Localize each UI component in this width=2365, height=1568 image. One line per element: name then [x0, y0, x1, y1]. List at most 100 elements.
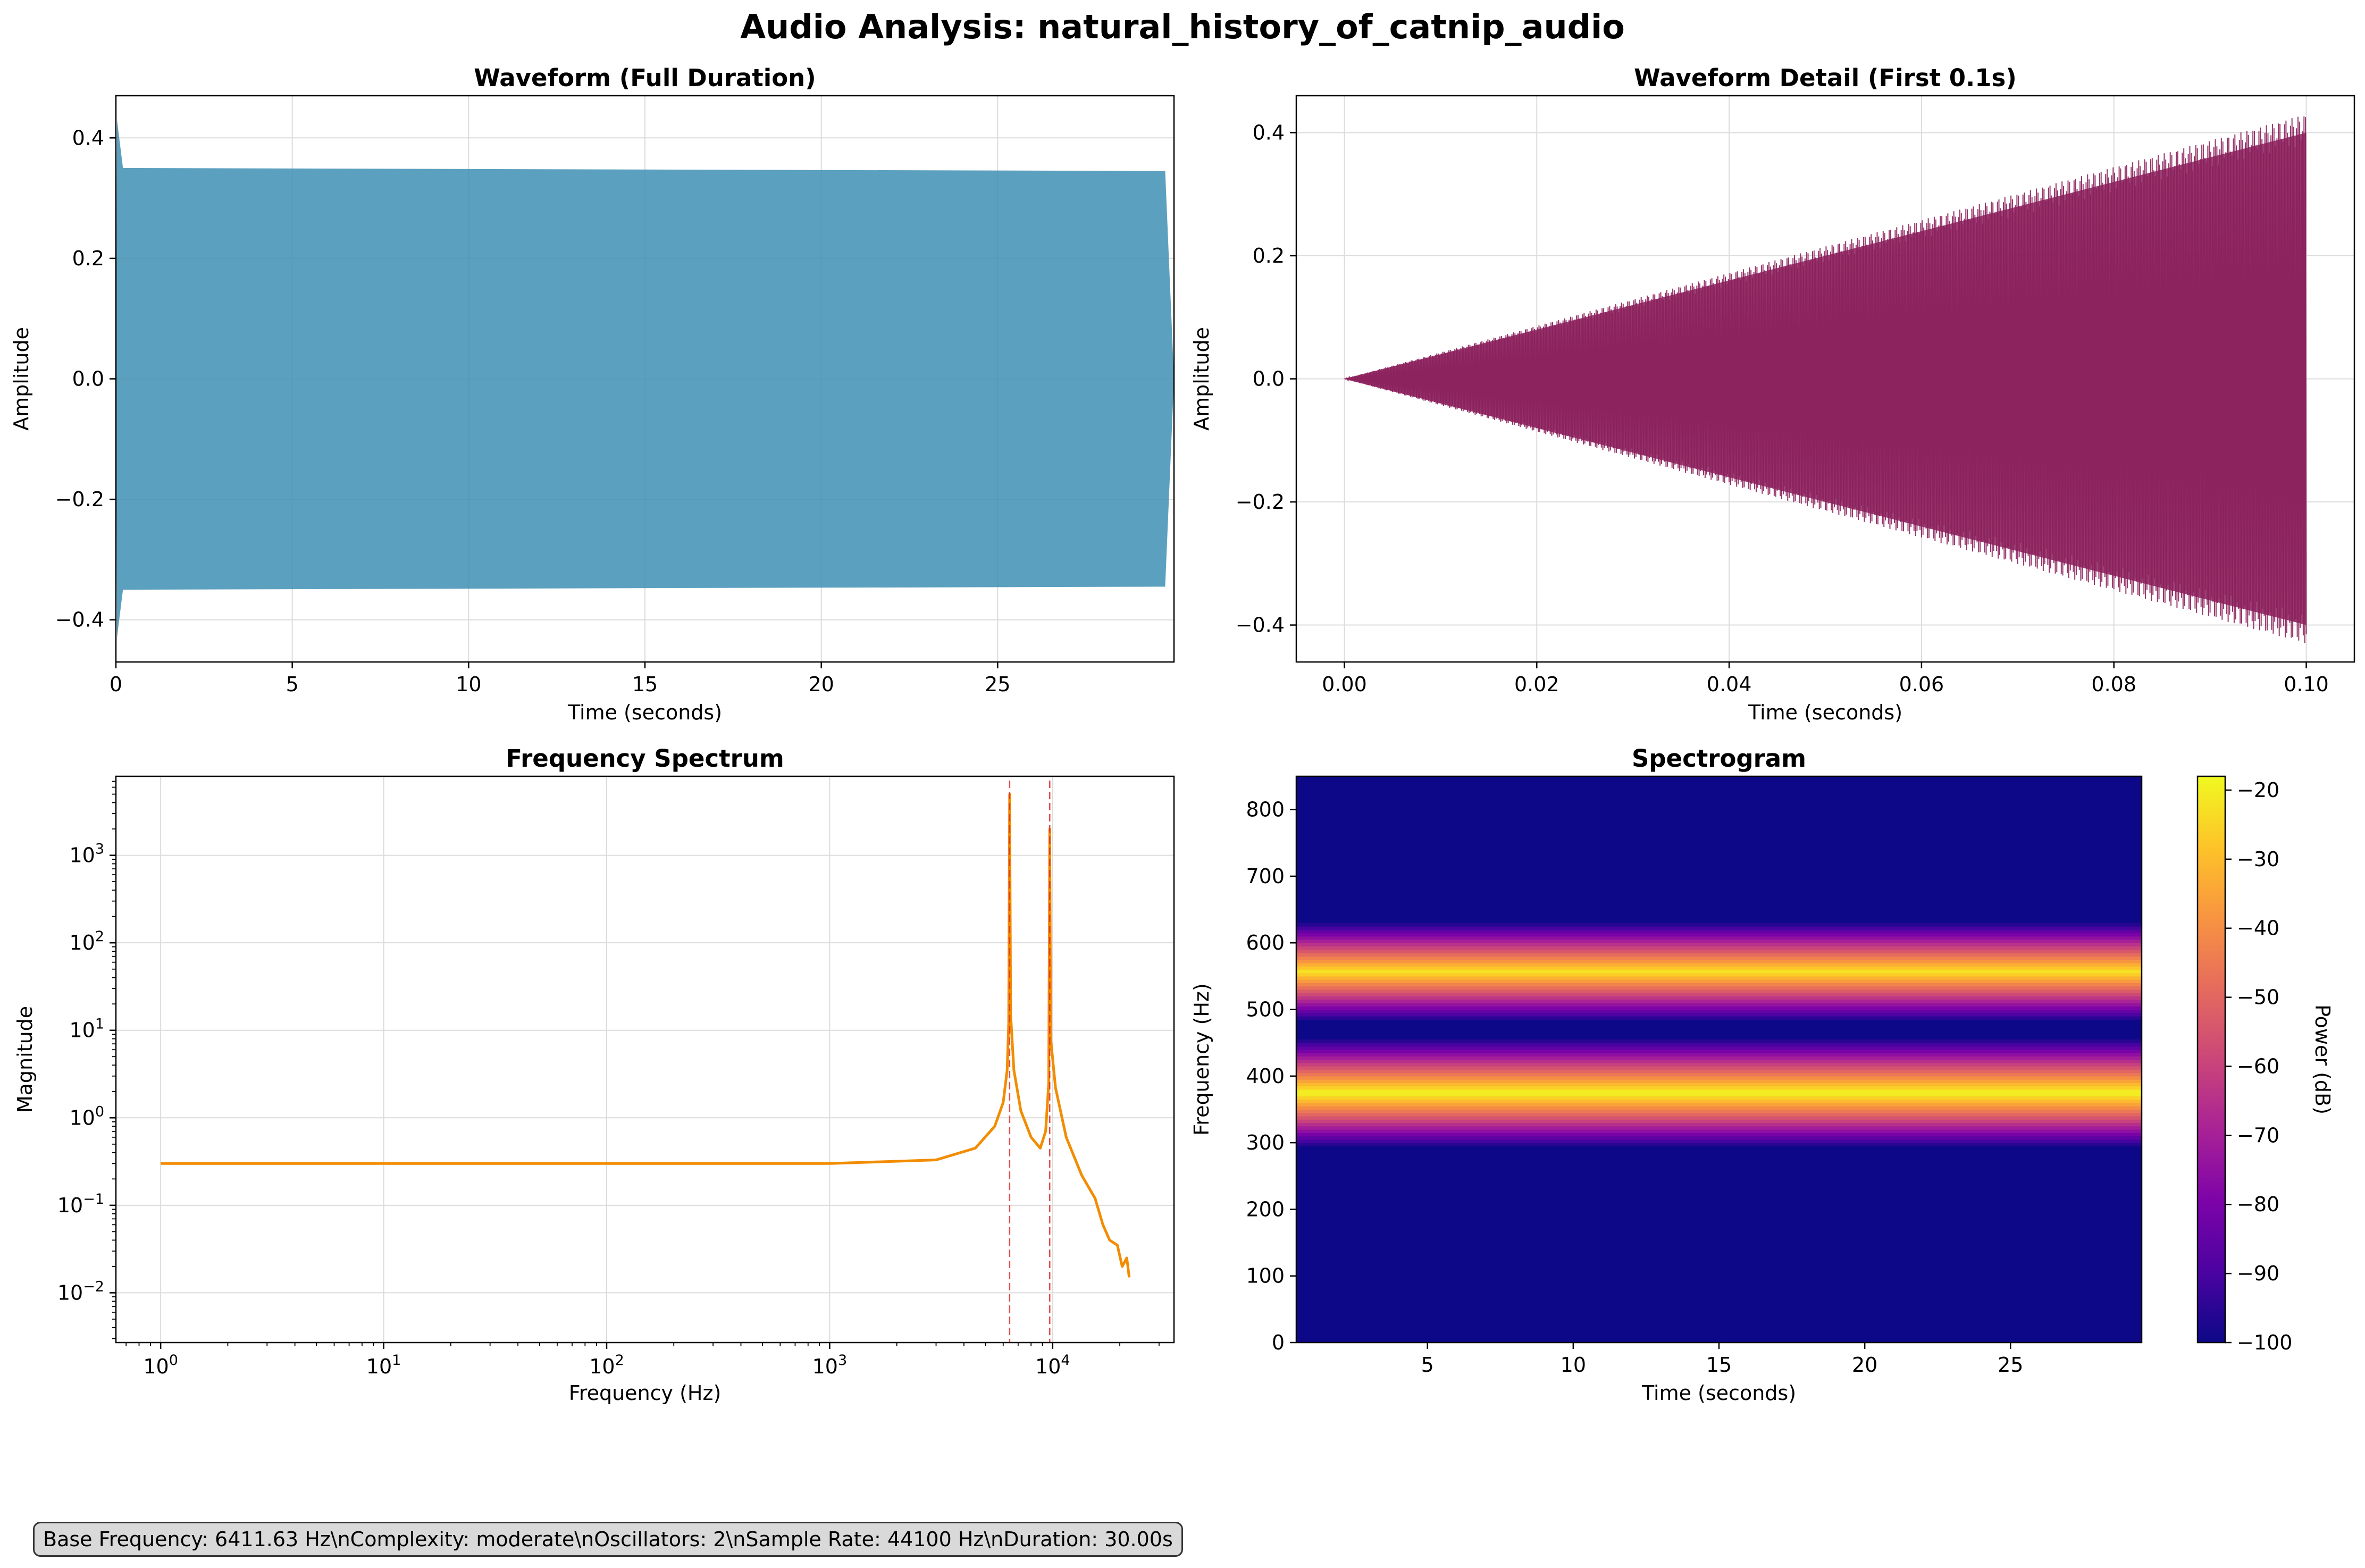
spectrogram-bin: [1296, 1089, 2142, 1093]
spectrogram-bin: [1296, 1069, 2142, 1074]
colorbar-tick-label: −50: [2237, 986, 2279, 1009]
y-tick-label: 101: [69, 1016, 104, 1042]
x-axis-label: Time (seconds): [567, 701, 722, 724]
x-tick-label: 5: [286, 673, 299, 696]
info-box: Base Frequency: 6411.63 Hz\nComplexity: …: [33, 1522, 1183, 1557]
spectrogram-bin: [1296, 1133, 2142, 1137]
spectrogram-bin: [1296, 1009, 2142, 1013]
chart-waveform_full: 0 5 10 15 20 25 −0.4 −0.2 0.0 0.2 0.4 Waveform (Ful…: [10, 64, 1175, 724]
x-tick-label: 15: [632, 673, 658, 696]
spectrogram-bin: [1296, 949, 2142, 953]
y-tick-label: 102: [69, 928, 104, 954]
spectrogram-bin: [1296, 1076, 2142, 1080]
x-tick-label: 0.04: [1707, 673, 1752, 696]
chart-spectrogram: 5 10 15 20 25 0 100 200 300 400 500 600 700 800 Spectr…: [1190, 744, 2334, 1405]
spectrogram-bin: [1296, 1119, 2142, 1123]
y-tick-label: 100: [69, 1103, 104, 1129]
y-axis-label: Magnitude: [13, 1006, 37, 1113]
y-tick-label: 400: [1246, 1064, 1285, 1088]
y-tick-label: 300: [1246, 1131, 1285, 1154]
x-tick-label: 10: [456, 673, 481, 696]
y-tick-label: −0.2: [1236, 490, 1285, 514]
spectrogram-bin: [1296, 1072, 2142, 1077]
x-tick-label: 0.02: [1514, 673, 1559, 696]
spectrogram-bin: [1296, 1093, 2142, 1097]
y-tick-label: 0.4: [72, 126, 104, 149]
spectrogram-bin: [1296, 1056, 2142, 1060]
spectrogram-bin: [1296, 946, 2142, 950]
x-tick-label: 0.08: [2091, 673, 2136, 696]
y-tick-label: 700: [1246, 865, 1285, 888]
spectrogram-bin: [1296, 989, 2142, 993]
x-tick-label: 15: [1706, 1353, 1732, 1377]
figure-title: Audio Analysis: natural_history_of_catni…: [740, 7, 1625, 46]
spectrogram-bin: [1296, 1086, 2142, 1090]
spectrogram-bin: [1296, 976, 2142, 980]
x-tick-label: 0.10: [2284, 673, 2329, 696]
spectrogram-bin: [1296, 1046, 2142, 1050]
spectrogram-bin: [1296, 1059, 2142, 1063]
spectrogram-bin: [1296, 962, 2142, 967]
spectrogram-bin: [1296, 936, 2142, 940]
chart-waveform_detail: 0.00 0.02 0.04 0.06 0.08 0.10 −0.4 −0.2 0.0 0.2 0.…: [1190, 64, 2355, 724]
x-tick-label: 25: [1998, 1353, 2023, 1377]
x-tick-label: 101: [366, 1352, 401, 1378]
x-tick-label: 102: [589, 1352, 624, 1378]
spectrogram-bin: [1296, 1106, 2142, 1110]
waveform-detail-series: [1344, 116, 2307, 643]
spectrogram-bin: [1296, 956, 2142, 960]
y-tick-label: 0: [1272, 1331, 1285, 1354]
spectrogram-bin: [1296, 1062, 2142, 1067]
spectrogram-bin: [1296, 1039, 2142, 1043]
spectrum-series: [161, 793, 1131, 1278]
spectrogram-bin: [1296, 1126, 2142, 1130]
spectrogram-bin: [1296, 983, 2142, 987]
y-tick-label: 600: [1246, 931, 1285, 954]
spectrogram-bin: [1296, 966, 2142, 970]
spectrogram-bin: [1296, 1109, 2142, 1113]
spectrogram-bin: [1296, 1083, 2142, 1087]
spectrogram-bin: [1296, 1052, 2142, 1056]
colorbar-tick-label: −20: [2237, 778, 2279, 802]
spectrogram-bin: [1296, 999, 2142, 1003]
chart-title: Waveform (Full Duration): [474, 64, 816, 92]
spectrogram-bin: [1296, 1102, 2142, 1106]
spectrogram-bin: [1296, 929, 2142, 934]
spectrogram-bin: [1296, 1129, 2142, 1133]
x-tick-label: 100: [143, 1352, 178, 1378]
x-tick-label: 0.00: [1322, 673, 1367, 696]
spectrogram-bin: [1296, 1043, 2142, 1047]
spectrogram-bin: [1296, 979, 2142, 984]
x-tick-label: 0.06: [1899, 673, 1944, 696]
spectrogram-bin: [1296, 1096, 2142, 1100]
colorbar-tick-label: −30: [2237, 848, 2279, 871]
y-tick-label: 500: [1246, 998, 1285, 1021]
y-tick-label: 10−1: [57, 1191, 104, 1217]
chart-title: Frequency Spectrum: [506, 744, 784, 773]
spectrogram-bin: [1296, 1143, 2142, 1146]
spectrogram-bin: [1296, 1139, 2142, 1143]
spectrogram-bin: [1296, 959, 2142, 963]
colorbar-tick-label: −60: [2237, 1054, 2279, 1078]
spectrogram-bin: [1296, 939, 2142, 943]
spectrogram-bin: [1296, 1116, 2142, 1120]
x-tick-label: 20: [808, 673, 834, 696]
axes-frame: [115, 775, 1175, 1344]
spectrogram-bin: [1296, 926, 2142, 930]
y-tick-label: 100: [1246, 1264, 1285, 1288]
colorbar-tick-label: −90: [2237, 1262, 2279, 1285]
x-tick-label: 0: [110, 673, 122, 696]
spectrogram-bin: [1296, 923, 2142, 927]
y-axis-label: Frequency (Hz): [1190, 983, 1213, 1136]
spectrogram-bin: [1296, 933, 2142, 937]
chart-spectrum: 100 101 102 103 104 10−2 10−1 100 101 102 103 Frequ…: [13, 744, 1175, 1405]
y-tick-label: −0.4: [55, 608, 104, 632]
x-tick-label: 10: [1561, 1353, 1586, 1377]
y-tick-label: 0.4: [1253, 121, 1285, 144]
x-tick-label: 103: [812, 1352, 848, 1378]
spectrogram-bin: [1296, 943, 2142, 947]
y-axis-label: Amplitude: [10, 327, 33, 431]
x-axis-label: Time (seconds): [1748, 701, 1902, 724]
y-tick-label: 103: [69, 841, 104, 867]
chart-title: Spectrogram: [1632, 744, 1806, 773]
